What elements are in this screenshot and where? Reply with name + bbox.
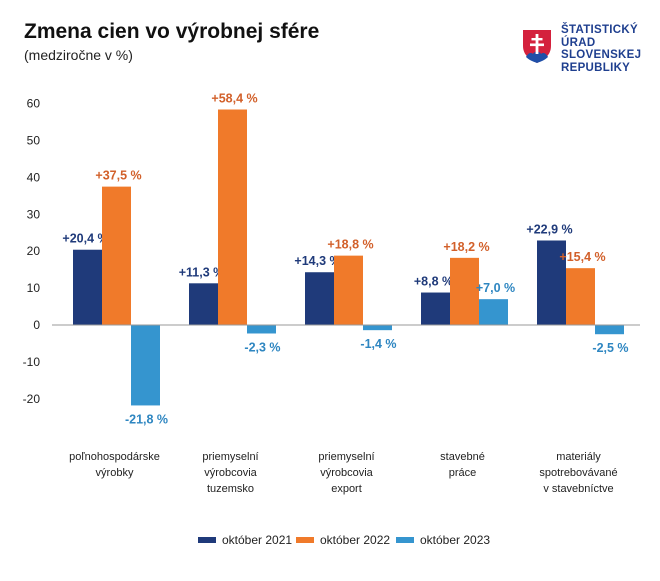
bar	[537, 240, 566, 325]
y-tick-label: -20	[23, 392, 41, 406]
y-tick-label: 60	[27, 97, 41, 111]
category-label: výrobcovia	[204, 467, 257, 479]
bar	[218, 109, 247, 325]
bar	[595, 325, 624, 335]
category-label: priemyselní	[202, 451, 258, 463]
data-label: +14,3 %	[294, 254, 340, 268]
legend-label: október 2021	[222, 533, 293, 547]
chart-title: Zmena cien vo výrobnej sfére	[24, 20, 320, 43]
y-tick-label: 20	[27, 244, 41, 258]
bar	[479, 299, 508, 325]
legend-swatch	[396, 537, 414, 543]
chart-legend: október 2021 október 2022 október 2023	[0, 532, 660, 548]
bar	[102, 186, 131, 325]
data-label: +58,4 %	[211, 92, 257, 106]
logo-text: ŠTATISTICKÝ ÚRAD SLOVENSKEJ REPUBLIKY	[561, 24, 641, 74]
category-label: práce	[449, 467, 477, 479]
category-label: materiály	[556, 451, 601, 463]
category-label: výrobky	[96, 467, 134, 479]
bar-chart: 60 50 40 30 20 10 0 -10 -20 +20,4 % +11,3 % +14,3 %…	[23, 92, 640, 495]
logo-line: REPUBLIKY	[561, 61, 631, 74]
data-label: -1,4 %	[360, 337, 396, 351]
bar	[247, 325, 276, 334]
data-label: +11,3 %	[179, 265, 225, 279]
data-label: +20,4 %	[62, 232, 108, 246]
legend-label: október 2022	[320, 533, 391, 547]
data-label: +18,8 %	[327, 238, 373, 252]
legend-item: október 2023	[396, 532, 490, 548]
bar	[363, 325, 392, 331]
slovak-coat-of-arms-icon	[521, 28, 553, 65]
y-tick-label: -10	[23, 355, 41, 369]
data-label: -21,8 %	[125, 412, 168, 426]
statistical-office-logo: ŠTATISTICKÝ ÚRAD SLOVENSKEJ REPUBLIKY	[519, 24, 649, 80]
data-label: +15,4 %	[559, 250, 605, 264]
bar	[305, 272, 334, 325]
data-label: +22,9 %	[526, 222, 572, 236]
data-label: +7,0 %	[476, 281, 515, 295]
data-label: -2,5 %	[592, 341, 628, 355]
bar	[73, 249, 102, 325]
data-label: +37,5 %	[95, 169, 141, 183]
data-label: +8,8 %	[414, 275, 453, 289]
data-label: -2,3 %	[244, 340, 280, 354]
category-label: poľnohospodárske	[69, 451, 160, 463]
logo-line: SLOVENSKEJ	[561, 49, 642, 61]
logo-line: ÚRAD	[561, 36, 596, 49]
bar	[131, 325, 160, 406]
bar	[450, 257, 479, 325]
category-label: tuzemsko	[207, 483, 254, 495]
y-tick-label: 10	[27, 281, 41, 295]
bar	[334, 255, 363, 325]
legend-label: október 2023	[420, 533, 491, 547]
bar	[189, 283, 218, 325]
category-label: spotrebovávané	[539, 467, 617, 479]
chart-subtitle: (medziročne v %)	[24, 47, 133, 63]
logo-line: ŠTATISTICKÝ	[561, 24, 638, 36]
legend-item: október 2022	[296, 532, 390, 548]
legend-item: október 2021	[198, 532, 292, 548]
bar	[566, 268, 595, 325]
data-label: +18,2 %	[443, 240, 489, 254]
y-tick-label: 0	[33, 318, 40, 332]
category-label: stavebné	[440, 451, 485, 463]
legend-swatch	[296, 537, 314, 543]
category-label: výrobcovia	[320, 467, 373, 479]
bar	[421, 292, 450, 325]
category-label: v stavebníctve	[543, 483, 613, 495]
legend-swatch	[198, 537, 216, 543]
category-label: export	[331, 483, 362, 495]
y-tick-label: 50	[27, 134, 41, 148]
category-label: priemyselní	[318, 451, 374, 463]
y-tick-label: 30	[27, 207, 41, 221]
y-tick-label: 40	[27, 170, 41, 184]
